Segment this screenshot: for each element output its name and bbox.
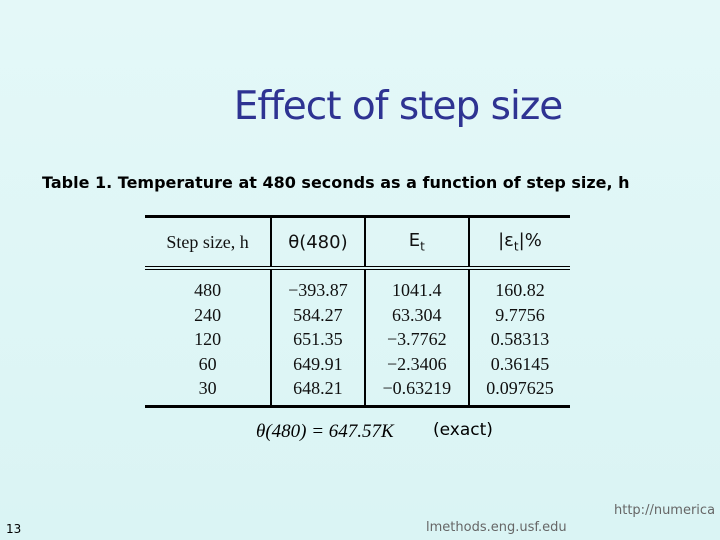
header-text: θ(480) (288, 231, 348, 253)
data-table: Step size, h θ(480) Et |εt|% 480 240 120 60 30−… (145, 215, 570, 408)
cell: 9.7756 (495, 304, 545, 325)
page-number: 13 (6, 522, 22, 536)
cell: 584.27 (293, 304, 343, 325)
column-header: Et (363, 215, 469, 270)
header-text: |ε (498, 230, 514, 252)
cell: 60 (198, 353, 217, 374)
url: http://numerica (614, 503, 716, 518)
cell: 120 (194, 329, 222, 349)
cell: 63.304 (392, 304, 442, 325)
cell: 0.58313 (490, 329, 550, 349)
cell: −3.7762 (386, 329, 447, 349)
column-cells: −393.87 584.27 651.35 649.91 648.21 (270, 268, 365, 408)
cell: 240 (194, 304, 222, 325)
cell: −0.63219 (382, 378, 452, 398)
slide-title: Effect of step size (233, 84, 564, 129)
header-text: E (408, 230, 421, 252)
cell: 30 (198, 378, 217, 398)
cell: 0.36145 (490, 353, 550, 374)
cell: 480 (194, 280, 222, 300)
cell: 651.35 (293, 329, 343, 349)
column-cells: 1041.4 63.304 −3.7762 −2.3406 −0.63219 (363, 268, 469, 408)
column-header: θ(480) (270, 215, 365, 270)
header-subscript: t (420, 239, 425, 254)
cell: −393.87 (288, 280, 348, 300)
header-subscript: t (513, 239, 519, 254)
equation: θ(480) = 647.57K (256, 421, 394, 442)
cell: −2.3406 (386, 353, 447, 374)
cell: 1041.4 (392, 280, 442, 300)
column-header: |εt|% (467, 215, 570, 270)
column-cells: 160.82 9.7756 0.58313 0.36145 0.097625 (467, 268, 570, 408)
url: lmethods.eng.usf.edu (426, 520, 567, 535)
cell: 649.91 (293, 353, 343, 374)
table-caption: Table 1. Temperature at 480 seconds as a… (42, 173, 630, 192)
cell: 0.097625 (486, 378, 554, 398)
cell: 648.21 (293, 378, 343, 398)
header-text: Step size, h (166, 231, 249, 252)
note: (exact) (433, 420, 493, 440)
column-cells: 480 240 120 60 30 (145, 268, 272, 408)
column-header: Step size, h (145, 215, 272, 270)
header-row: Step size, h θ(480) Et |εt|% (145, 215, 570, 270)
header-text: |% (518, 230, 542, 252)
cell: 160.82 (495, 280, 545, 300)
body-row: 480 240 120 60 30 −393.87 584.27 651.35 649.91 64… (145, 268, 570, 408)
